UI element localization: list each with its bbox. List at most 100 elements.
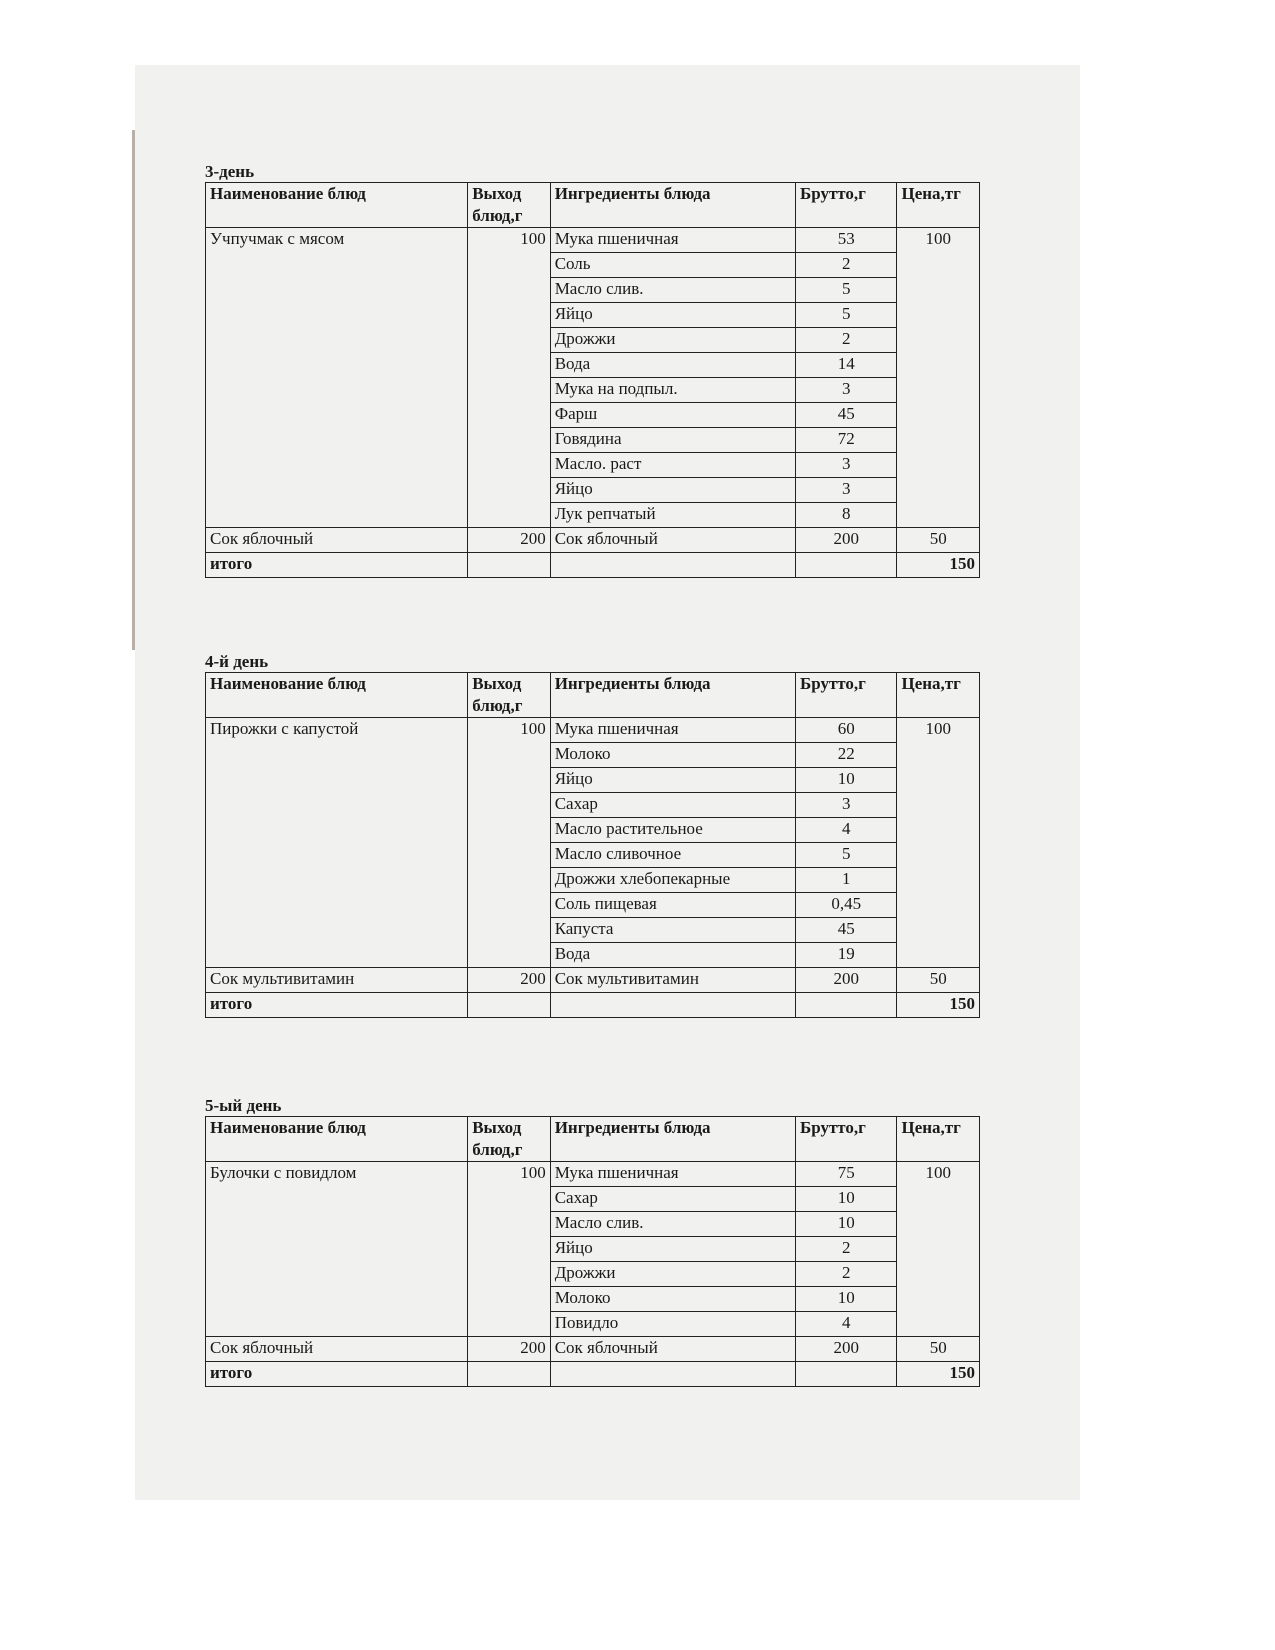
drink-output: 200 (467, 1336, 551, 1362)
header-row: Наименование блюд Выход блюд,г Ингредиен… (204, 182, 980, 228)
ingredient-brutto: 2 (794, 1236, 898, 1262)
ingredient-brutto: 10 (794, 1211, 898, 1237)
ingredient-name: Говядина (549, 427, 796, 453)
drink-name: Сок мультивитамин (204, 967, 469, 993)
table-row: Пирожки с капустой 100 Мука пшеничная 60 100 (204, 717, 980, 968)
ingredient-name: Яйцо (549, 302, 796, 328)
day-3-section: 3-день Наименование блюд Выход блюд,г Ин… (204, 162, 985, 578)
header-row: Наименование блюд Выход блюд,г Ингредиен… (204, 1116, 980, 1162)
table-row: Яйцо 3 (206, 477, 980, 503)
header-ingredients: Ингредиенты блюда (549, 182, 796, 228)
table-row: Дрожжи 2 (206, 327, 980, 353)
dish-price: 100 (896, 717, 980, 968)
menu-table: Наименование блюд Выход блюд,г Ингредиен… (204, 672, 980, 1018)
table-row: Булочки с повидлом 100 Мука пшеничная 75 100 (204, 1161, 980, 1337)
ingredient-name: Масло слив. (549, 1211, 796, 1237)
day-title: 3-день (205, 162, 255, 181)
table-row: Сахар 10 (206, 1186, 980, 1212)
ingredient-brutto: 4 (794, 817, 898, 843)
ingredient-name: Вода (549, 352, 796, 378)
ingredient-brutto: 5 (794, 277, 898, 303)
total-row: итого 150 (204, 1361, 980, 1387)
ingredient-name: Мука пшеничная (549, 227, 796, 253)
table-row: Вода 14 (206, 352, 980, 378)
drink-row: Сок яблочный 200 Сок яблочный 200 50 (204, 1336, 980, 1362)
day-4-section: 4-й день Наименование блюд Выход блюд,г … (204, 652, 985, 1018)
header-output: Выход блюд,г (467, 1116, 551, 1162)
header-ingredients: Ингредиенты блюда (549, 672, 796, 718)
dish-output: 100 (467, 1161, 551, 1337)
total-label: итого (204, 992, 469, 1018)
table-row: Фарш 45 (206, 402, 980, 428)
dish-price: 100 (896, 227, 980, 528)
table-row: Яйцо 2 (206, 1236, 980, 1262)
total-label: итого (204, 552, 469, 578)
ingredient-brutto: 8 (794, 502, 898, 528)
menu-table: Наименование блюд Выход блюд,г Ингредиен… (204, 182, 980, 578)
empty-cell (467, 992, 551, 1018)
ingredient-name: Молоко (549, 1286, 796, 1312)
ingredient-brutto: 45 (794, 917, 898, 943)
page-edge-shadow (132, 130, 135, 650)
drink-brutto: 200 (794, 967, 898, 993)
ingredient-brutto: 5 (794, 842, 898, 868)
ingredient-brutto: 1 (794, 867, 898, 893)
ingredient-brutto: 10 (794, 1286, 898, 1312)
header-output: Выход блюд,г (467, 182, 551, 228)
header-brutto: Брутто,г (794, 672, 898, 718)
drink-output: 200 (467, 527, 551, 553)
ingredient-name: Повидло (549, 1311, 796, 1337)
ingredient-name: Масло слив. (549, 277, 796, 303)
dish-output: 100 (467, 227, 551, 528)
dish-name: Пирожки с капустой (204, 717, 469, 968)
total-price: 150 (896, 552, 980, 578)
table-row: Сахар 3 (206, 792, 980, 818)
table-row: Масло сливочное 5 (206, 842, 980, 868)
ingredient-name: Фарш (549, 402, 796, 428)
ingredient-name: Мука пшеничная (549, 1161, 796, 1187)
drink-price: 50 (896, 967, 980, 993)
dish-price: 100 (896, 1161, 980, 1337)
dish-name: Учпучмак с мясом (204, 227, 469, 528)
table-row: Масло слив. 5 (206, 277, 980, 303)
ingredient-brutto: 19 (794, 942, 898, 968)
ingredient-name: Яйцо (549, 767, 796, 793)
ingredient-brutto: 2 (794, 327, 898, 353)
drink-name: Сок яблочный (204, 1336, 469, 1362)
ingredient-brutto: 3 (794, 452, 898, 478)
drink-row: Сок мультивитамин 200 Сок мультивитамин … (204, 967, 980, 993)
ingredient-brutto: 3 (794, 792, 898, 818)
drink-brutto: 200 (794, 527, 898, 553)
ingredient-brutto: 3 (794, 477, 898, 503)
empty-cell (794, 992, 898, 1018)
ingredient-name: Масло. раст (549, 452, 796, 478)
header-row: Наименование блюд Выход блюд,г Ингредиен… (204, 672, 980, 718)
empty-cell (794, 1361, 898, 1387)
header-brutto: Брутто,г (794, 182, 898, 228)
table-row: Молоко 22 (206, 742, 980, 768)
table-row: Яйцо 5 (206, 302, 980, 328)
ingredient-brutto: 53 (794, 227, 898, 253)
ingredient-brutto: 0,45 (794, 892, 898, 918)
table-row: Учпучмак с мясом 100 Мука пшеничная 53 100 (204, 227, 980, 528)
empty-cell (549, 1361, 796, 1387)
table-row: Яйцо 10 (206, 767, 980, 793)
ingredient-name: Дрожжи хлебопекарные (549, 867, 796, 893)
ingredient-brutto: 45 (794, 402, 898, 428)
ingredient-name: Капуста (549, 917, 796, 943)
table-row: Мука на подпыл. 3 (206, 377, 980, 403)
table-row: Молоко 10 (206, 1286, 980, 1312)
drink-price: 50 (896, 1336, 980, 1362)
ingredient-name: Дрожжи (549, 327, 796, 353)
drink-brutto: 200 (794, 1336, 898, 1362)
header-ingredients: Ингредиенты блюда (549, 1116, 796, 1162)
ingredient-brutto: 10 (794, 1186, 898, 1212)
ingredient-name: Масло сливочное (549, 842, 796, 868)
day-5-section: 5-ый день Наименование блюд Выход блюд,г… (204, 1096, 985, 1387)
header-dish-name: Наименование блюд (204, 182, 469, 228)
dish-name: Булочки с повидлом (204, 1161, 469, 1337)
ingredient-name: Масло растительное (549, 817, 796, 843)
total-row: итого 150 (204, 992, 980, 1018)
ingredient-brutto: 60 (794, 717, 898, 743)
empty-cell (467, 552, 551, 578)
